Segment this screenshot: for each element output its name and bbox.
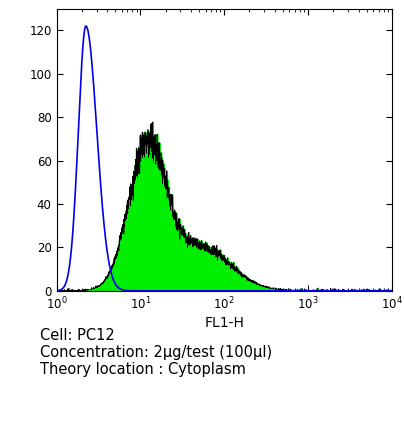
- Text: Cell: PC12
Concentration: 2μg/test (100μl)
Theory location : Cytoplasm: Cell: PC12 Concentration: 2μg/test (100μ…: [40, 328, 273, 378]
- X-axis label: FL1-H: FL1-H: [204, 316, 244, 330]
